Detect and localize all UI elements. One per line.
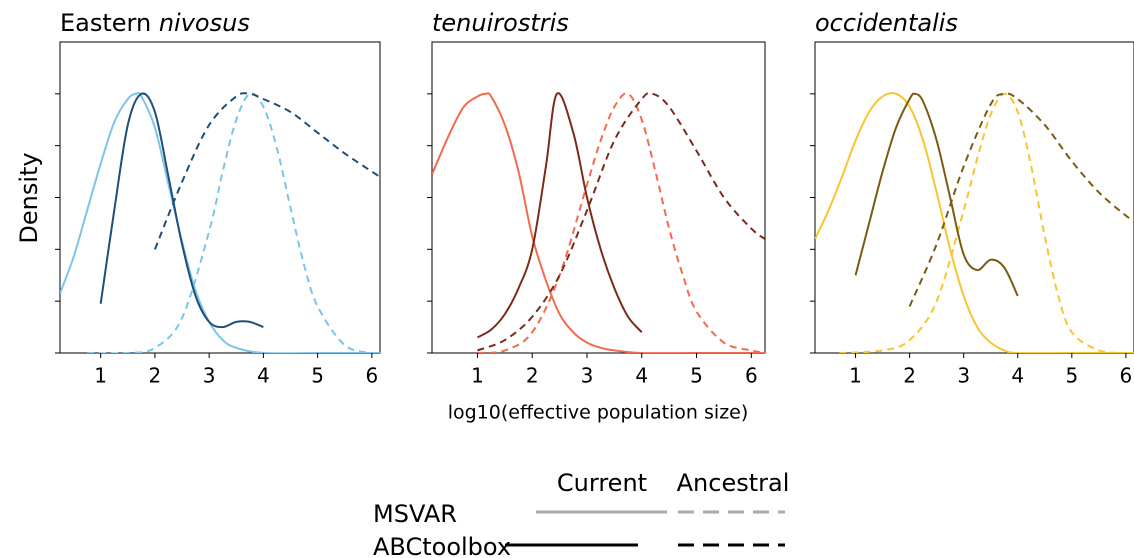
x-axis-label: log10(effective population size)	[448, 402, 749, 424]
plot-frame	[814, 41, 1134, 354]
density-curve	[432, 92, 765, 353]
x-tick-label: 3	[581, 364, 594, 388]
title-part: tenuirostris	[432, 9, 569, 37]
title-part: Eastern	[60, 9, 159, 37]
legend-column-label: Ancestral	[677, 469, 790, 497]
x-tick-label: 4	[635, 364, 648, 388]
title-part: occidentalis	[815, 9, 958, 37]
density-curve	[477, 91, 765, 352]
x-tick-label: 2	[149, 364, 162, 388]
x-tick-label: 1	[849, 364, 862, 388]
x-tick-label: 6	[745, 364, 758, 388]
x-tick-label: 5	[690, 364, 703, 388]
legend-row-label: ABCtoolbox	[373, 533, 511, 558]
x-tick-label: 3	[957, 364, 970, 388]
panel-title: tenuirostris	[432, 9, 569, 37]
x-tick-label: 3	[203, 364, 216, 388]
x-tick-label: 6	[1120, 364, 1133, 388]
x-tick-label: 6	[365, 364, 378, 388]
x-tick-label: 2	[903, 364, 916, 388]
x-tick-label: 4	[257, 364, 270, 388]
x-tick-label: 5	[1065, 364, 1078, 388]
y-axis-label: Density	[15, 152, 43, 243]
title-part: nivosus	[159, 9, 250, 37]
legend-row-label: MSVAR	[373, 500, 457, 528]
x-tick-label: 2	[526, 364, 539, 388]
density-curve	[87, 92, 373, 353]
density-curve	[908, 92, 1134, 307]
plot-frame	[431, 41, 766, 354]
density-curve	[854, 92, 1019, 297]
density-curve	[839, 92, 1126, 353]
x-tick-label: 5	[311, 364, 324, 388]
x-tick-label: 1	[94, 364, 107, 388]
legend-column-label: Current	[557, 469, 647, 497]
panel-title: occidentalis	[815, 9, 958, 37]
density-curve	[99, 92, 264, 329]
x-tick-label: 4	[1011, 364, 1024, 388]
panel-title: Eastern nivosus	[60, 9, 250, 37]
density-curve	[153, 92, 380, 250]
density-curve	[60, 91, 380, 353]
plot-frame	[59, 41, 381, 354]
density-curve	[477, 92, 765, 353]
x-tick-label: 1	[471, 364, 484, 388]
density-curve	[476, 92, 643, 339]
density-curve	[815, 92, 1134, 353]
